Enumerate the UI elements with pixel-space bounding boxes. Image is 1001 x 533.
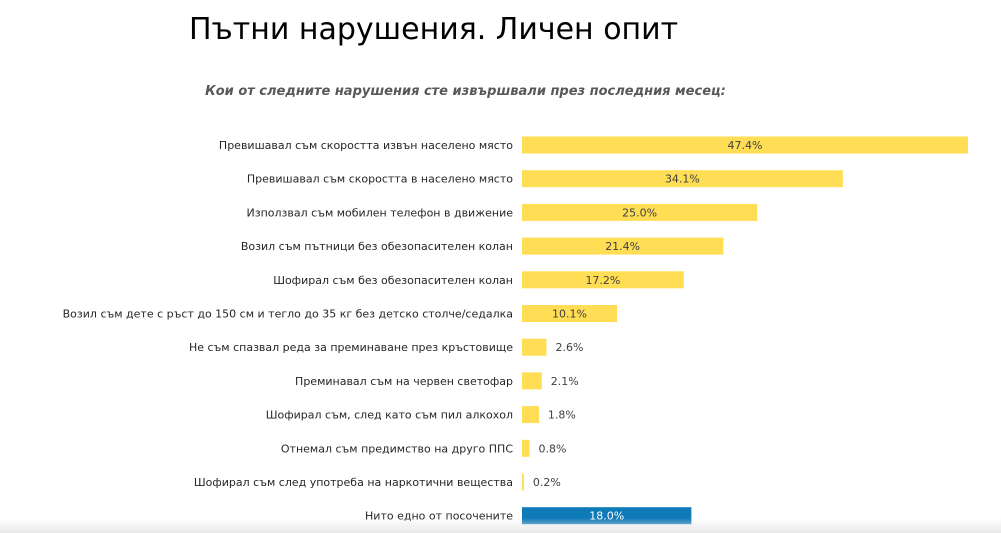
category-label: Возил съм пътници без обезопасителен кол… — [241, 240, 513, 253]
bottom-fade — [0, 518, 1001, 533]
value-label: 0.8% — [539, 442, 567, 455]
bar — [522, 136, 968, 154]
category-label: Шофирал съм след употреба на наркотични … — [194, 476, 513, 489]
category-label: Не съм спазвал реда за преминаване през … — [189, 341, 513, 354]
bar — [522, 372, 542, 390]
value-label: 1.8% — [548, 409, 576, 422]
value-label: 2.1% — [551, 375, 579, 388]
bars-layer: Превишавал съм скоростта извън населено … — [63, 136, 968, 525]
category-label: Шофирал съм без обезопасителен колан — [273, 274, 513, 287]
bar — [522, 406, 539, 424]
value-label: 25.0% — [622, 206, 657, 219]
value-label: 21.4% — [605, 240, 640, 253]
category-label: Използвал съм мобилен телефон в движение — [247, 206, 514, 219]
category-label: Шофирал съм, след като съм пил алкохол — [266, 409, 513, 422]
value-label: 0.2% — [533, 476, 561, 489]
value-label: 17.2% — [585, 274, 620, 287]
bar — [522, 271, 684, 289]
bar — [522, 305, 618, 322]
bar — [522, 203, 758, 221]
value-label: 34.1% — [665, 173, 700, 186]
bar — [522, 170, 843, 188]
category-label: Превишавал съм скоростта в населено мяст… — [247, 173, 513, 186]
bar — [522, 473, 524, 491]
chart-subtitle: Кои от следните нарушения сте извършвали… — [205, 84, 726, 99]
category-label: Отнемал съм предимство на друго ППС — [281, 442, 513, 455]
bar — [522, 237, 724, 255]
category-label: Превишавал съм скоростта извън населено … — [219, 139, 513, 152]
value-label: 10.1% — [552, 308, 587, 321]
page-title: Пътни нарушения. Личен опит — [189, 12, 679, 47]
bar — [522, 338, 547, 356]
category-label: Преминавал съм на червен светофар — [295, 375, 513, 388]
bar — [522, 439, 530, 457]
category-label: Возил съм дете с ръст до 150 см и тегло … — [63, 308, 513, 321]
value-label: 2.6% — [555, 341, 583, 354]
value-label: 47.4% — [728, 139, 763, 152]
